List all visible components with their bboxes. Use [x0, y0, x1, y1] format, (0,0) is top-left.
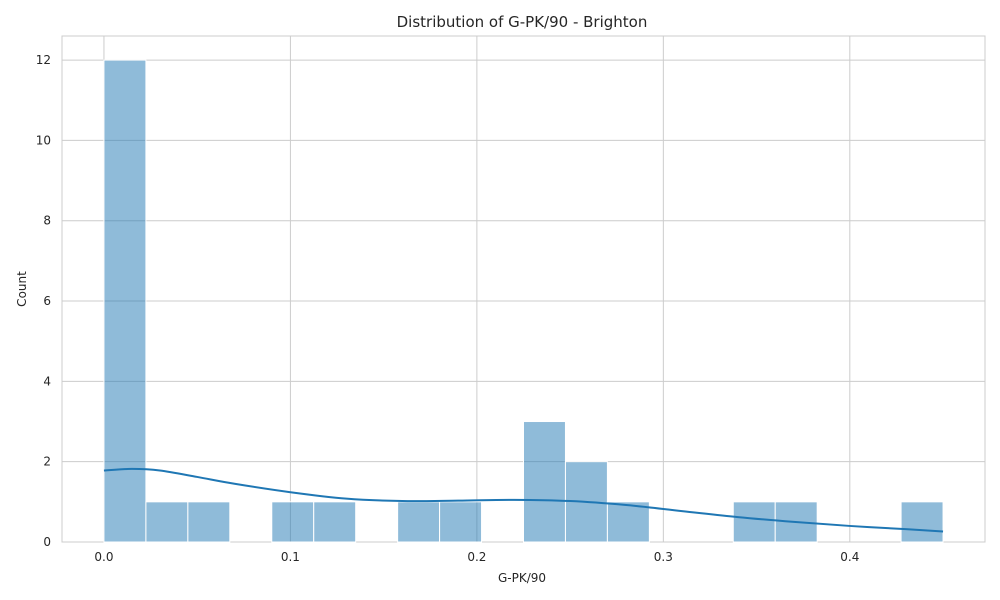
x-tick-label: 0.3 [654, 550, 673, 564]
histogram-bars [103, 59, 944, 543]
kde-curve [103, 467, 944, 533]
histogram-bar [187, 501, 231, 543]
y-tick-label: 4 [43, 374, 51, 388]
histogram-bar [145, 501, 189, 543]
histogram-bar [103, 59, 147, 543]
y-tick-label: 8 [43, 214, 51, 228]
y-axis-label: Count [15, 271, 29, 307]
histogram-bar [271, 501, 315, 543]
histogram-bar [606, 501, 650, 543]
x-tick-label: 0.2 [467, 550, 486, 564]
y-tick-label: 2 [43, 455, 51, 469]
histogram-bar [439, 501, 483, 543]
chart-title: Distribution of G-PK/90 - Brighton [397, 13, 648, 31]
x-axis-label: G-PK/90 [498, 571, 546, 585]
y-tick-label: 10 [36, 133, 51, 147]
histogram-bar [397, 501, 441, 543]
y-tick-label: 6 [43, 294, 51, 308]
histogram-bar [900, 501, 944, 543]
y-tick-label: 12 [36, 53, 51, 67]
x-tick-labels: 0.0 0.1 0.2 0.3 0.4 [94, 550, 859, 564]
x-tick-label: 0.0 [94, 550, 113, 564]
x-tick-label: 0.4 [840, 550, 859, 564]
y-tick-labels: 0 2 4 6 8 10 12 [36, 53, 51, 549]
histogram-bar [313, 501, 357, 543]
histogram-bar [732, 501, 776, 543]
y-tick-label: 0 [43, 535, 51, 549]
histogram-bar [523, 421, 566, 543]
x-tick-label: 0.1 [281, 550, 300, 564]
